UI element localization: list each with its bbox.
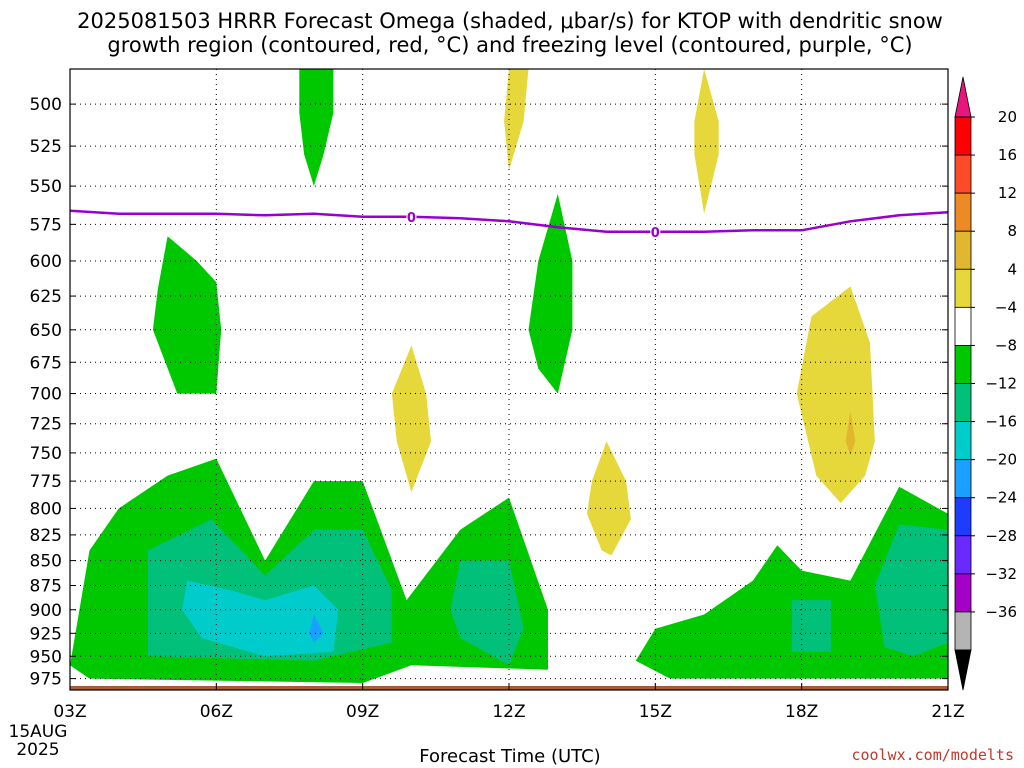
shaded-region-3 xyxy=(152,236,222,394)
y-tick-label: 800 xyxy=(30,499,62,519)
shaded-region-10 xyxy=(635,486,948,679)
colorbar: 20 16 12 8 4 −4 −8 −12 −16 −20 −24 −28 −32 −36 xyxy=(954,76,1017,691)
colorbar-label: −36 xyxy=(985,603,1017,621)
colorbar-bottom-arrow xyxy=(954,649,972,691)
y-tick-label: 975 xyxy=(30,670,62,690)
x-tick-label: 21Z xyxy=(931,702,964,722)
y-tick-label: 750 xyxy=(30,444,62,464)
freezing-level-line xyxy=(70,209,948,234)
colorbar-label: −8 xyxy=(995,336,1017,354)
colorbar-swatch xyxy=(954,268,972,308)
date-line-2: 2025 xyxy=(16,740,59,760)
colorbar-label: 12 xyxy=(998,184,1017,202)
chart-title-line-1: 2025081503 HRRR Forecast Omega (shaded, … xyxy=(77,9,943,33)
y-tick-label: 850 xyxy=(30,552,62,572)
x-tick-label: 12Z xyxy=(492,702,525,722)
x-tick-label: 06Z xyxy=(200,702,233,722)
y-tick-label: 900 xyxy=(30,601,62,621)
shaded-region-12 xyxy=(450,560,524,666)
plot-area xyxy=(70,69,948,683)
y-tick-label: 725 xyxy=(30,415,62,435)
y-tick-label: 700 xyxy=(30,385,62,405)
shaded-region-2 xyxy=(694,69,719,214)
y-tick-label: 575 xyxy=(30,215,62,235)
y-tick-label: 500 xyxy=(30,95,62,115)
y-tick-label: 825 xyxy=(30,526,62,546)
shaded-region-8 xyxy=(845,411,856,456)
colorbar-swatch xyxy=(954,192,972,232)
shaded-region-4 xyxy=(528,193,573,394)
freezing-level-label: 0 xyxy=(407,211,416,226)
y-axis: 500 525 550 575 600 625 650 675 700 725 750 775 800 8… xyxy=(30,95,948,690)
y-tick-label: 950 xyxy=(30,647,62,667)
colorbar-label: 4 xyxy=(1007,260,1017,278)
y-tick-label: 525 xyxy=(30,137,62,157)
colorbar-label: −12 xyxy=(985,375,1017,393)
colorbar-swatch xyxy=(954,459,972,499)
date-line-1: 15AUG xyxy=(9,722,68,742)
shaded-region-5 xyxy=(391,345,431,493)
contour-label-bg xyxy=(406,209,417,224)
colorbar-swatch xyxy=(954,611,972,651)
y-tick-label: 650 xyxy=(30,321,62,341)
freezing-level-contour: 00 xyxy=(70,209,948,241)
credit-text: coolwx.com/modelts xyxy=(851,746,1014,764)
x-tick-label: 15Z xyxy=(639,702,672,722)
shaded-region-16 xyxy=(309,614,324,643)
colorbar-swatch xyxy=(954,497,972,537)
freezing-level-label: 0 xyxy=(651,226,660,241)
y-tick-label: 550 xyxy=(30,177,62,197)
x-tick-label: 09Z xyxy=(346,702,379,722)
shaded-region-1 xyxy=(504,69,529,171)
colorbar-swatch xyxy=(954,383,972,422)
colorbar-label: 20 xyxy=(998,108,1017,126)
y-tick-label: 600 xyxy=(30,252,62,272)
colorbar-label: 16 xyxy=(998,146,1017,164)
colorbar-swatch xyxy=(954,535,972,575)
colorbar-label: 8 xyxy=(1007,222,1017,240)
shaded-region-14 xyxy=(874,524,948,657)
contour-label-bg xyxy=(650,224,661,239)
colorbar-label: −20 xyxy=(985,451,1017,469)
x-tick-label: 18Z xyxy=(785,702,818,722)
shaded-region-6 xyxy=(587,441,631,556)
x-axis: 03Z 06Z 09Z 12Z 15Z 18Z 21Z xyxy=(53,683,965,722)
shaded-region-15 xyxy=(182,580,339,657)
grid xyxy=(70,69,948,690)
x-axis-title: Forecast Time (UTC) xyxy=(419,746,600,767)
colorbar-swatch xyxy=(954,306,972,346)
chart-title-line-2: growth region (contoured, red, °C) and f… xyxy=(107,33,912,57)
colorbar-swatch xyxy=(954,230,972,270)
x-tick-label: 03Z xyxy=(53,702,86,722)
colorbar-label: −32 xyxy=(985,565,1017,583)
y-tick-label: 925 xyxy=(30,624,62,644)
colorbar-swatch xyxy=(954,421,972,461)
colorbar-label: −4 xyxy=(995,298,1017,316)
y-tick-label: 675 xyxy=(30,353,62,373)
colorbar-swatch xyxy=(954,345,972,384)
colorbar-swatch xyxy=(954,154,972,194)
y-tick-label: 875 xyxy=(30,577,62,597)
colorbar-swatch xyxy=(954,116,972,156)
shaded-region-7 xyxy=(796,286,875,503)
shaded-region-0 xyxy=(299,69,334,187)
colorbar-swatch xyxy=(954,573,972,613)
y-tick-label: 775 xyxy=(30,472,62,492)
y-tick-label: 625 xyxy=(30,287,62,307)
colorbar-label: −16 xyxy=(985,413,1017,431)
colorbar-label: −24 xyxy=(985,489,1017,507)
colorbar-label: −28 xyxy=(985,527,1017,545)
shaded-region-13 xyxy=(791,600,831,652)
